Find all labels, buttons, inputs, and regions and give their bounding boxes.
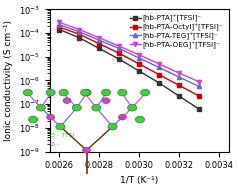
Circle shape (102, 98, 110, 104)
Circle shape (92, 104, 101, 111)
Text: ⊙ - TFSI: ⊙ - TFSI (50, 133, 75, 138)
[hb-PTA-TEG]⁺[TFSI]⁻ (177, 76, 180, 78)
[hb-PTA-TEG]⁺[TFSI]⁻ (78, 31, 81, 33)
[hb-PTA-Octyl]⁺[TFSI]⁻ (58, 26, 61, 28)
[hb-PTA-Octyl]⁺[TFSI]⁻ (78, 33, 81, 35)
Circle shape (135, 116, 145, 123)
Line: [hb-PTA-TEG]⁺[TFSI]⁻: [hb-PTA-TEG]⁺[TFSI]⁻ (57, 23, 201, 88)
[hb-PTA]⁺[TFSI]⁻ (177, 95, 180, 97)
[hb-PTA-OEG]⁺[TFSI]⁻ (78, 28, 81, 31)
[hb-PTA-OEG]⁺[TFSI]⁻ (158, 63, 160, 65)
[hb-PTA]⁺[TFSI]⁻ (197, 108, 200, 110)
[hb-PTA-Octyl]⁺[TFSI]⁻ (158, 73, 160, 76)
Legend: [hb-PTA]⁺[TFSI]⁻, [hb-PTA-Octyl]⁺[TFSI]⁻, [hb-PTA-TEG]⁺[TFSI]⁻, [hb-PTA-OEG]⁺[TF: [hb-PTA]⁺[TFSI]⁻, [hb-PTA-Octyl]⁺[TFSI]⁻… (128, 13, 225, 50)
Circle shape (141, 89, 150, 96)
Circle shape (28, 116, 38, 123)
Circle shape (72, 104, 81, 111)
[hb-PTA-OEG]⁺[TFSI]⁻ (118, 45, 121, 47)
Circle shape (56, 123, 65, 130)
[hb-PTA-TEG]⁺[TFSI]⁻ (58, 24, 61, 26)
X-axis label: 1/T (K⁻¹): 1/T (K⁻¹) (120, 176, 158, 185)
[hb-PTA-Octyl]⁺[TFSI]⁻ (118, 52, 121, 54)
Circle shape (118, 114, 126, 120)
[hb-PTA-TEG]⁺[TFSI]⁻ (158, 66, 160, 69)
Line: [hb-PTA-OEG]⁺[TFSI]⁻: [hb-PTA-OEG]⁺[TFSI]⁻ (57, 20, 201, 84)
Circle shape (83, 147, 91, 153)
[hb-PTA-Octyl]⁺[TFSI]⁻ (138, 63, 141, 65)
Circle shape (63, 98, 71, 104)
[hb-PTA-OEG]⁺[TFSI]⁻ (197, 81, 200, 83)
[hb-PTA-TEG]⁺[TFSI]⁻ (138, 57, 141, 59)
Line: [hb-PTA]⁺[TFSI]⁻: [hb-PTA]⁺[TFSI]⁻ (57, 27, 201, 111)
[hb-PTA-OEG]⁺[TFSI]⁻ (58, 21, 61, 24)
[hb-PTA-Octyl]⁺[TFSI]⁻ (197, 95, 200, 97)
[hb-PTA-TEG]⁺[TFSI]⁻ (98, 39, 101, 41)
[hb-PTA]⁺[TFSI]⁻ (158, 82, 160, 84)
Text: ⊙ -: ⊙ - (50, 142, 60, 147)
[hb-PTA]⁺[TFSI]⁻ (118, 58, 121, 60)
Circle shape (118, 89, 127, 96)
Circle shape (36, 104, 46, 111)
Line: [hb-PTA-Octyl]⁺[TFSI]⁻: [hb-PTA-Octyl]⁺[TFSI]⁻ (57, 25, 201, 98)
Circle shape (128, 104, 137, 111)
[hb-PTA-Octyl]⁺[TFSI]⁻ (177, 84, 180, 86)
[hb-PTA]⁺[TFSI]⁻ (58, 28, 61, 31)
[hb-PTA-OEG]⁺[TFSI]⁻ (138, 54, 141, 56)
[hb-PTA-OEG]⁺[TFSI]⁻ (177, 72, 180, 74)
[hb-PTA-TEG]⁺[TFSI]⁻ (118, 47, 121, 50)
[hb-PTA-OEG]⁺[TFSI]⁻ (98, 37, 101, 39)
Y-axis label: Ionic conductivity (S cm⁻¹): Ionic conductivity (S cm⁻¹) (4, 20, 13, 141)
[hb-PTA]⁺[TFSI]⁻ (138, 70, 141, 72)
Circle shape (108, 123, 117, 130)
Circle shape (81, 89, 90, 96)
Circle shape (46, 89, 55, 96)
[hb-PTA-TEG]⁺[TFSI]⁻ (197, 85, 200, 88)
Circle shape (101, 89, 111, 96)
[hb-PTA-Octyl]⁺[TFSI]⁻ (98, 43, 101, 45)
Circle shape (82, 89, 91, 96)
[hb-PTA]⁺[TFSI]⁻ (78, 37, 81, 39)
[hb-PTA]⁺[TFSI]⁻ (98, 47, 101, 50)
Circle shape (23, 89, 32, 96)
Circle shape (47, 114, 55, 120)
Circle shape (59, 89, 68, 96)
